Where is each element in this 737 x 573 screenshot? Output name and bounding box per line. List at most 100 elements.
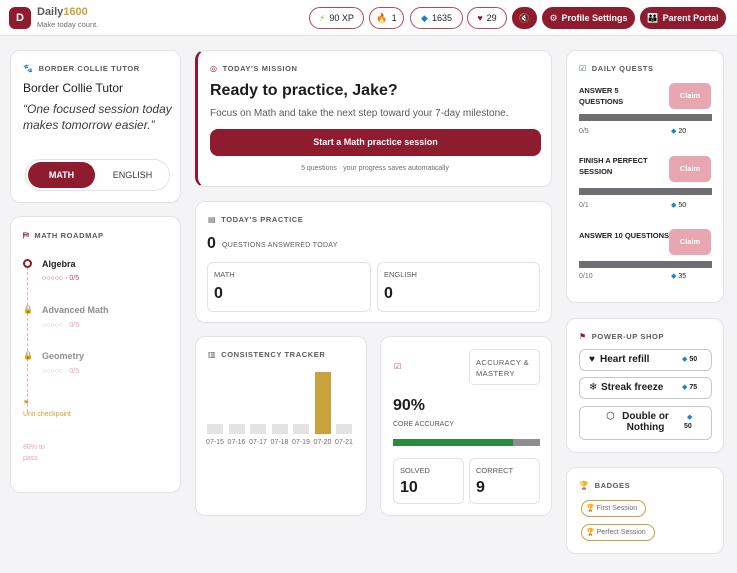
practice-card: ▤ TODAY'S PRACTICE 0 QUESTIONS ANSWERED T…	[195, 201, 552, 323]
quest-name: ANSWER 10 QUESTIONS	[579, 231, 670, 240]
roadmap-card: ⛿ MATH ROADMAP Algebra ○○○○○ · 0/5 🔒 Adva…	[10, 216, 181, 493]
mission-subtext: Focus on Math and take the next step tow…	[210, 108, 509, 119]
top-bar: D Daily1600 Make today count. ⚡ 90 XP 🔥 1 …	[0, 0, 737, 36]
chart-bar	[207, 424, 223, 434]
shop-title: POWER-UP SHOP	[591, 332, 665, 341]
roadmap-line	[27, 262, 28, 412]
profile-settings-button[interactable]: ⚙ Profile Settings	[542, 7, 635, 29]
flag-icon: ⚑	[579, 332, 587, 341]
gem-counter[interactable]: ◆ 1635	[410, 7, 463, 29]
xp-counter[interactable]: ⚡ 90 XP	[309, 7, 364, 29]
quest-reward: 50	[678, 202, 687, 209]
claim-button[interactable]: Claim	[669, 83, 711, 109]
shop-item-double-or-nothing[interactable]: ⬡ Double or Nothing ◆ 50	[579, 406, 712, 440]
badges-title: BADGES	[594, 481, 631, 490]
start-practice-button[interactable]: Start a Math practice session	[210, 129, 541, 156]
topic-algebra[interactable]: Algebra	[42, 259, 76, 269]
streak-counter[interactable]: 🔥 1	[369, 7, 404, 29]
chart-x-tick-label: 07-​15	[206, 439, 224, 446]
consistency-chart: 07-​15 07-​16 07-​17 07-​18 07-​19 07-​20 07-​…	[196, 337, 368, 517]
correct-box: CORRECT 9	[469, 458, 540, 504]
target-icon: ◎	[210, 64, 218, 73]
chart-bar	[314, 372, 331, 434]
gem-icon: ◆	[671, 273, 677, 280]
correct-value: 9	[476, 479, 485, 496]
quest-reward: 20	[678, 128, 687, 135]
subject-math-button[interactable]: MATH	[28, 162, 95, 188]
math-stat-label: MATH	[214, 270, 235, 279]
chart-bar	[336, 424, 352, 434]
badge-perfect-session[interactable]: 🏆 Perfect Session	[581, 524, 655, 541]
shop-item-name: Heart refill	[600, 354, 650, 365]
quest-progress: 0/1	[579, 202, 589, 209]
chart-x-tick-label: 07-​19	[292, 439, 310, 446]
practice-title: TODAY'S PRACTICE	[221, 215, 304, 224]
checklist-icon: ☑	[394, 362, 402, 371]
topic-advanced-math[interactable]: Advanced Math	[42, 305, 109, 315]
heart-counter[interactable]: ♥ 29	[467, 7, 507, 29]
heart-icon: ♥	[477, 13, 483, 23]
gem-icon: ◆	[421, 13, 428, 23]
quest-progress-bar	[579, 114, 712, 121]
mission-footnote: 5 questions · your progress saves automa…	[301, 165, 449, 172]
gem-icon: ◆	[671, 128, 677, 135]
quest-reward: 35	[678, 273, 687, 280]
lock-icon: 🔒	[23, 305, 33, 314]
quest-progress: 0/10	[579, 273, 593, 280]
chart-bar	[293, 424, 309, 434]
tutor-quote: “One focused session today makes tomorro…	[23, 102, 172, 132]
consistency-card: ▥ CONSISTENCY TRACKER 07-​15 07-​16 07-​17 0…	[195, 336, 367, 516]
shop-item-heart-refill[interactable]: ♥ Heart refill ◆ 50	[579, 349, 712, 371]
chart-icon: ▥	[208, 350, 217, 359]
gem-icon: ◆	[671, 202, 677, 209]
checkpoint-label: Unit checkpoint	[23, 411, 71, 418]
checkbox-icon: ☑	[579, 64, 587, 73]
shop-item-cost: 50	[689, 356, 698, 363]
chart-x-tick-label: 07-​20	[313, 439, 332, 446]
flame-icon: 🔥	[376, 13, 388, 23]
shop-item-streak-freeze[interactable]: ❄ Streak freeze ◆ 75	[579, 377, 712, 399]
accuracy-card: ☑ ACCURACY & MASTERY 90% CORE ACCURACY S…	[380, 336, 552, 516]
mission-heading: Ready to practice, Jake?	[210, 82, 398, 99]
consistency-title: CONSISTENCY TRACKER	[221, 350, 326, 359]
shop-item-name: Streak freeze	[601, 382, 664, 393]
speaker-icon: 🔇	[518, 13, 531, 23]
mission-card: ◎ TODAY'S MISSION Ready to practice, Jake…	[195, 50, 552, 187]
claim-button[interactable]: Claim	[669, 229, 711, 255]
math-stat-value: 0	[214, 285, 223, 302]
english-stat-value: 0	[384, 285, 393, 302]
chart-bar	[228, 424, 245, 434]
english-stat-box: ENGLISH 0	[377, 262, 540, 312]
shop-card: ⚑ POWER-UP SHOP ♥ Heart refill ◆ 50 ❄ Str…	[566, 318, 724, 453]
family-icon: 👪	[647, 13, 659, 23]
checkpoint-pass: 80% to pass	[23, 444, 45, 462]
accuracy-progress-bar	[393, 439, 540, 446]
gem-icon: ◆	[682, 384, 688, 391]
app-logo: D	[9, 7, 31, 29]
gem-icon: ◆	[682, 356, 688, 363]
quest-progress-bar	[579, 261, 712, 268]
practice-count-label: QUESTIONS ANSWERED TODAY	[222, 242, 338, 249]
quests-card: ☑ DAILY QUESTS ANSWER 5 QUESTIONS Claim 0…	[566, 50, 724, 303]
topic-algebra-progress: ○○○○○ · 0/5	[42, 275, 80, 282]
accuracy-mastery-tab[interactable]: ACCURACY & MASTERY	[469, 349, 540, 385]
gem-icon: ◆	[687, 414, 693, 421]
tutor-card: 🐾 BORDER COLLIE TUTOR Border Collie Tutor…	[10, 50, 181, 203]
subject-english-button[interactable]: ENGLISH	[112, 170, 153, 180]
app-tagline: Make today count.	[37, 20, 99, 29]
tutor-name: Border Collie Tutor	[23, 81, 124, 95]
topic-geometry[interactable]: Geometry	[42, 351, 85, 361]
parent-portal-button[interactable]: 👪 Parent Portal	[640, 7, 726, 29]
sound-toggle-button[interactable]: 🔇	[512, 7, 537, 29]
badge-first-session[interactable]: 🏆 First Session	[581, 500, 647, 517]
chart-bar	[271, 424, 288, 434]
accuracy-progress-fill	[393, 439, 513, 446]
claim-button[interactable]: Claim	[669, 156, 711, 182]
dog-icon: 🐾	[23, 64, 34, 73]
chart-x-tick-label: 07-​16	[227, 439, 246, 446]
mission-title: TODAY'S MISSION	[222, 64, 298, 73]
correct-label: CORRECT	[476, 466, 514, 475]
quest-progress: 0/5	[579, 128, 589, 135]
quest-progress-bar	[579, 188, 712, 195]
math-stat-box: MATH 0	[207, 262, 371, 312]
